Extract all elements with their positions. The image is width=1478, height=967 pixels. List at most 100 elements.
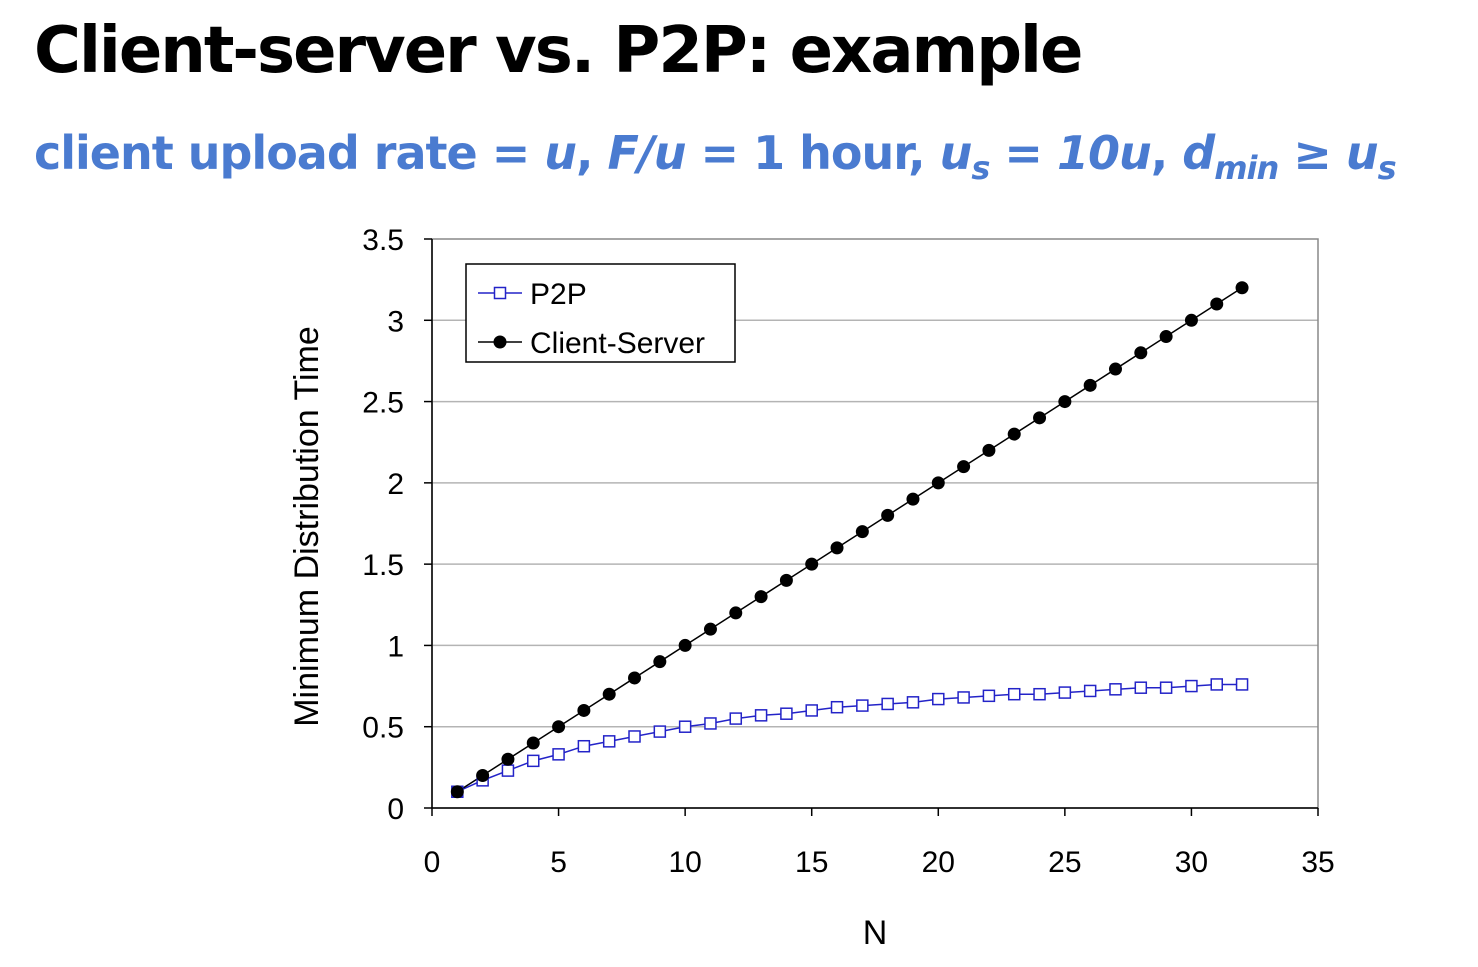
client-server-point (450, 785, 464, 799)
client-server-point (526, 736, 540, 750)
client-server-point (678, 638, 692, 652)
p2p-point (1007, 687, 1021, 701)
p2p-point (577, 739, 591, 753)
client-server-point (729, 606, 743, 620)
client-server-point (1007, 427, 1021, 441)
subtitle-text: = 1 hour, (685, 126, 940, 180)
client-server-point (1210, 297, 1224, 311)
series-layer (450, 281, 1249, 799)
client-server-point (805, 557, 819, 571)
client-server-point (931, 476, 945, 490)
client-server-point (1184, 313, 1198, 327)
p2p-point (678, 720, 692, 733)
subtitle-var-f-over-u: F/u (607, 126, 687, 180)
client-server-point (501, 752, 515, 766)
p2p-point (1083, 684, 1097, 698)
axis-layer: 0 5 10 15 20 25 30 35 0 0.5 1 1.5 2 2.5 3 3.5 (362, 224, 1334, 879)
y-tick-label: 1.5 (362, 549, 404, 582)
client-server-point (881, 508, 895, 522)
p2p-point (501, 764, 515, 777)
p2p-point (653, 725, 667, 738)
p2p-point (957, 691, 970, 704)
p2p-point (1058, 686, 1072, 699)
legend-box (465, 263, 736, 363)
subtitle-var-u: u (1119, 126, 1152, 180)
series-line-p2p (457, 683, 1243, 793)
client-server-point (653, 655, 667, 669)
y-tick-label: 1 (387, 630, 404, 663)
client-server-point (602, 687, 616, 701)
p2p-point (1109, 683, 1122, 696)
subtitle-text: = 10 (989, 126, 1120, 180)
subtitle-symbol: u (1345, 126, 1379, 180)
p2p-point (805, 704, 818, 717)
legend-marker-client-server (493, 335, 507, 349)
subtitle-symbol: u (939, 126, 973, 180)
client-server-point (855, 525, 869, 539)
client-server-point (982, 443, 996, 457)
p2p-point (527, 754, 540, 768)
p2p-point (628, 730, 641, 743)
client-server-point (1134, 346, 1148, 360)
client-server-point (779, 573, 793, 587)
subtitle-symbol: d (1182, 126, 1215, 180)
p2p-point (1235, 678, 1249, 691)
p2p-point (1134, 681, 1148, 694)
client-server-point (577, 703, 591, 717)
client-server-point (552, 720, 566, 734)
client-server-point (1235, 281, 1249, 295)
subtitle-var-dmin: dmin (1182, 126, 1279, 184)
client-server-point (476, 768, 490, 782)
legend: P2P Client-Server (465, 263, 736, 363)
y-axis-label: Minimum Distribution Time (288, 326, 326, 727)
p2p-point (1210, 678, 1223, 691)
p2p-point (856, 699, 869, 712)
client-server-point (754, 590, 768, 604)
subtitle-var-u: u (544, 126, 577, 180)
p2p-point (906, 696, 920, 709)
x-tick-label: 20 (922, 846, 955, 879)
p2p-point (602, 735, 616, 748)
slide-subtitle: client upload rate = u, F/u = 1 hour, us… (34, 126, 1478, 192)
p2p-point (780, 707, 793, 720)
y-tick-label: 0 (387, 793, 404, 826)
client-server-point (957, 460, 971, 474)
subtitle-var-us: us (939, 126, 991, 184)
p2p-point (982, 689, 996, 703)
p2p-point (932, 692, 945, 706)
y-tick-label: 3.5 (362, 224, 404, 257)
subtitle-subscript: min (1214, 149, 1279, 187)
p2p-point (1033, 687, 1046, 701)
x-tick-label: 10 (668, 846, 701, 879)
p2p-point (881, 697, 894, 711)
subtitle-text: , (1150, 126, 1183, 180)
client-server-point (1159, 330, 1173, 344)
series-line-client-server (456, 287, 1243, 793)
x-axis-label: N (863, 914, 888, 952)
x-tick-label: 0 (424, 846, 441, 879)
client-server-point (906, 492, 920, 506)
x-tick-label: 5 (550, 846, 567, 879)
client-server-point (1058, 395, 1072, 409)
client-server-point (703, 622, 717, 636)
p2p-point (1185, 679, 1198, 693)
y-tick-label: 0.5 (362, 712, 404, 745)
x-tick-label: 30 (1175, 846, 1208, 879)
p2p-point (729, 712, 743, 725)
p2p-point (552, 748, 565, 761)
x-tick-label: 35 (1301, 846, 1334, 879)
p2p-point (1159, 681, 1173, 694)
y-tick-label: 2 (387, 468, 404, 501)
subtitle-subscript: s (971, 149, 990, 187)
client-server-point (1083, 378, 1097, 392)
subtitle-var-us: us (1345, 126, 1397, 184)
slide-title: Client-server vs. P2P: example (34, 14, 1083, 88)
y-tick-label: 3 (387, 305, 404, 338)
p2p-point (704, 717, 717, 730)
x-tick-label: 25 (1048, 846, 1081, 879)
client-server-point (1033, 411, 1047, 425)
subtitle-text: ≥ (1278, 126, 1346, 180)
x-tick-label: 15 (795, 846, 828, 879)
